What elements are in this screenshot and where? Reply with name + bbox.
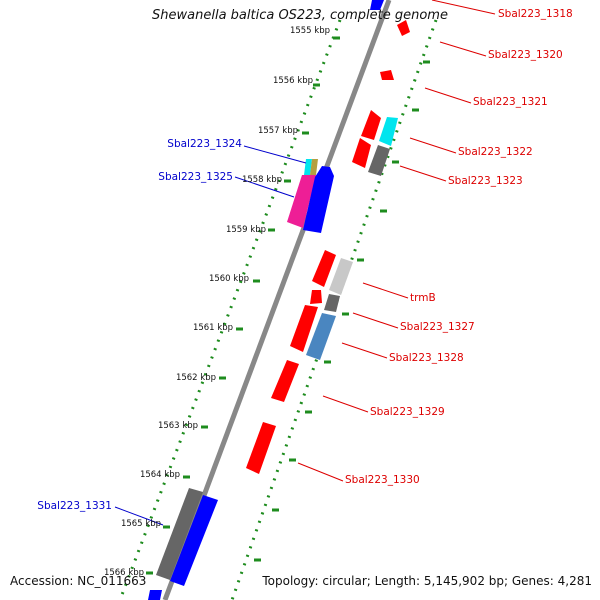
gene-label-sbal223-1329[interactable]: Sbal223_1329: [370, 406, 445, 418]
gene-trmB-red[interactable]: [312, 250, 336, 287]
reverse-leaders: [297, 0, 496, 482]
leader-trmB: [362, 282, 409, 299]
leader-sbal223-1320: [439, 41, 487, 57]
gene-sbal223-1327-red[interactable]: [290, 305, 318, 352]
gene-sbal223-1325-arrow[interactable]: [287, 175, 316, 228]
gene-label-sbal223-1330[interactable]: Sbal223_1330: [345, 474, 420, 486]
gene-blue-forward-a[interactable]: [303, 166, 334, 233]
gene-sbal223-1323-gray[interactable]: [368, 145, 390, 176]
leader-sbal223-1331: [114, 506, 164, 526]
gene-blue-forward-c[interactable]: [148, 590, 162, 600]
gene-red-small-1320[interactable]: [380, 70, 394, 80]
accession-text: Accession: NC_011663: [10, 574, 147, 588]
leader-sbal223-1324: [243, 145, 307, 164]
forward-leaders: [114, 145, 307, 526]
scale-label-1555: 1555 kbp: [290, 26, 330, 36]
gene-sbal223-1330-red[interactable]: [246, 422, 276, 474]
leader-sbal223-1330: [297, 462, 344, 482]
gene-sbal223-1331-blue[interactable]: [170, 495, 218, 586]
gene-trmB-lightgray[interactable]: [329, 258, 353, 295]
gene-sbal223-1329-red[interactable]: [271, 360, 299, 402]
gene-label-trmB[interactable]: trmB: [410, 292, 436, 304]
gene-sbal223-1321-red[interactable]: [361, 110, 381, 140]
gene-label-sbal223-1325[interactable]: Sbal223_1325: [158, 171, 233, 183]
scale-label-1560: 1560 kbp: [209, 274, 249, 284]
reverse-track-ticks: [254, 60, 430, 562]
gene-label-sbal223-1321[interactable]: Sbal223_1321: [473, 96, 548, 108]
gene-label-sbal223-1328[interactable]: Sbal223_1328: [389, 352, 464, 364]
scale-label-1563: 1563 kbp: [158, 421, 198, 431]
leader-sbal223-1322: [409, 137, 457, 154]
gene-blue-forward-b[interactable]: [370, 0, 384, 10]
gene-sbal223-1327-gray[interactable]: [324, 294, 340, 312]
map-title: Shewanella baltica OS223, complete genom…: [152, 8, 448, 23]
gene-label-sbal223-1323[interactable]: Sbal223_1323: [448, 175, 523, 187]
scale-label-1565: 1565 kbp: [121, 519, 161, 529]
gene-label-sbal223-1322[interactable]: Sbal223_1322: [458, 146, 533, 158]
scale-label-1564: 1564 kbp: [140, 470, 180, 480]
scale-label-1562: 1562 kbp: [176, 373, 216, 383]
scale-label-1557: 1557 kbp: [258, 126, 298, 136]
scale-ticks: [146, 36, 340, 575]
leader-sbal223-1329: [322, 395, 369, 413]
scale-label-1558: 1558 kbp: [242, 175, 282, 185]
gene-label-sbal223-1318[interactable]: Sbal223_1318: [498, 8, 573, 20]
scale-label-1561: 1561 kbp: [193, 323, 233, 333]
gene-sbal223-1322-cyan[interactable]: [379, 117, 398, 146]
forward-gene-labels: Sbal223_1324 Sbal223_1325 Sbal223_1331: [37, 138, 242, 512]
gene-label-sbal223-1320[interactable]: Sbal223_1320: [488, 49, 563, 61]
gene-label-sbal223-1324[interactable]: Sbal223_1324: [167, 138, 242, 150]
genome-summary-text: Topology: circular; Length: 5,145,902 bp…: [262, 574, 592, 588]
scale-label-1566: 1566 kbp: [104, 568, 144, 578]
gene-sbal223-1324-segment-olive[interactable]: [310, 159, 318, 175]
reverse-gene-labels: Sbal223_1318 Sbal223_1320 Sbal223_1321 S…: [345, 8, 573, 486]
leader-sbal223-1325: [234, 176, 295, 198]
gene-sbal223-1328-steelblue[interactable]: [306, 313, 336, 360]
leader-sbal223-1323: [399, 165, 447, 182]
leader-sbal223-1328: [341, 342, 388, 359]
gene-label-sbal223-1327[interactable]: Sbal223_1327: [400, 321, 475, 333]
leader-sbal223-1321: [424, 87, 472, 104]
scale-labels: 1555 kbp 1556 kbp 1557 kbp 1558 kbp 1559…: [104, 26, 330, 578]
scale-label-1556: 1556 kbp: [273, 76, 313, 86]
gene-red-top-a[interactable]: [397, 20, 410, 36]
gene-sbal223-1322-red[interactable]: [352, 138, 371, 168]
gene-label-sbal223-1331[interactable]: Sbal223_1331: [37, 500, 112, 512]
scale-label-1559: 1559 kbp: [226, 225, 266, 235]
leader-sbal223-1327: [352, 312, 399, 329]
gene-sbal223-1327-red-small[interactable]: [310, 290, 322, 304]
leader-sbal223-1318: [431, 0, 496, 15]
gene-sbal223-1331-gray[interactable]: [156, 488, 203, 580]
